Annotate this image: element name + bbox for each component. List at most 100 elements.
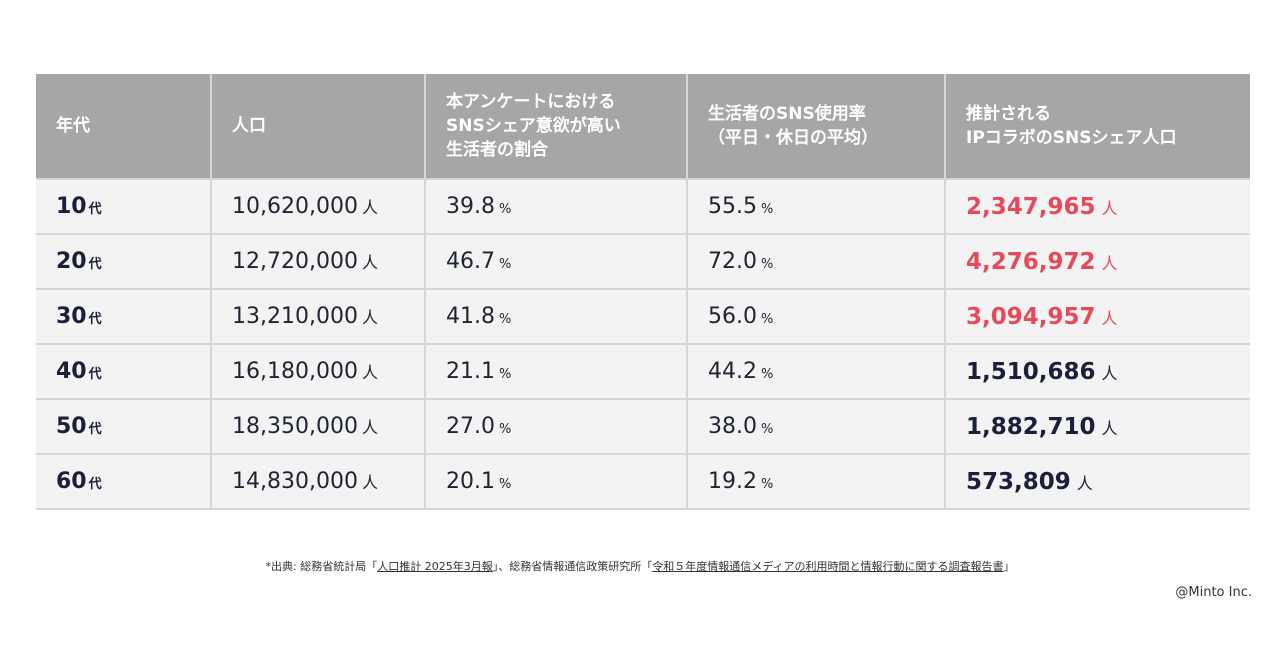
cell-sns-rate: 72.0% — [687, 234, 946, 290]
cell-estimate: 573,809 人 — [945, 454, 1250, 510]
share-rate-value: 27.0 — [446, 414, 495, 439]
sns-rate-value: 44.2 — [708, 359, 757, 384]
cell-age: 10 代 — [36, 179, 212, 235]
population-value: 12,720,000 — [232, 249, 358, 274]
share-rate-unit: % — [498, 257, 512, 272]
cell-share-rate: 46.7% — [425, 234, 688, 290]
source-link-media-survey[interactable]: 令和５年度情報通信メディアの利用時間と情報行動に関する調査報告書 — [652, 560, 1004, 573]
sns-rate-unit: % — [760, 477, 774, 492]
share-rate-unit: % — [498, 367, 512, 382]
data-table-container: 年代 人口 本アンケートにおける SNSシェア意欲が高い 生活者の割合 生活者の… — [36, 74, 1250, 510]
estimate-value: 1,882,710 — [966, 413, 1096, 440]
cell-population: 18,350,000 人 — [211, 399, 426, 455]
population-unit: 人 — [361, 308, 378, 327]
cell-age: 60 代 — [36, 454, 212, 510]
cell-population: 12,720,000 人 — [211, 234, 426, 290]
age-value: 30 — [56, 304, 87, 329]
table-row: 10 代 10,620,000 人 39.8% 55.5% 2,347,965 人 — [36, 179, 1250, 235]
population-value: 13,210,000 — [232, 304, 358, 329]
sns-rate-value: 55.5 — [708, 194, 757, 219]
share-rate-unit: % — [498, 202, 512, 217]
age-unit: 代 — [88, 257, 102, 272]
population-value: 14,830,000 — [232, 469, 358, 494]
estimate-value: 573,809 — [966, 468, 1071, 495]
source-middle: 」、総務省情報通信政策研究所「 — [492, 560, 653, 573]
age-value: 40 — [56, 359, 87, 384]
cell-estimate: 3,094,957 人 — [945, 289, 1250, 345]
cell-age: 50 代 — [36, 399, 212, 455]
share-rate-value: 41.8 — [446, 304, 495, 329]
table-row: 40 代 16,180,000 人 21.1% 44.2% 1,510,686 人 — [36, 344, 1250, 400]
cell-estimate: 4,276,972 人 — [945, 234, 1250, 290]
sns-rate-unit: % — [760, 312, 774, 327]
estimate-value: 3,094,957 — [966, 303, 1096, 330]
cell-estimate: 1,510,686 人 — [945, 344, 1250, 400]
age-value: 10 — [56, 194, 87, 219]
cell-age: 30 代 — [36, 289, 212, 345]
age-unit: 代 — [88, 312, 102, 327]
estimate-value: 1,510,686 — [966, 358, 1096, 385]
population-value: 16,180,000 — [232, 359, 358, 384]
cell-population: 16,180,000 人 — [211, 344, 426, 400]
age-unit: 代 — [88, 422, 102, 437]
population-unit: 人 — [361, 198, 378, 217]
sns-rate-unit: % — [760, 422, 774, 437]
sns-rate-value: 72.0 — [708, 249, 757, 274]
cell-share-rate: 21.1% — [425, 344, 688, 400]
cell-sns-rate: 56.0% — [687, 289, 946, 345]
table-row: 30 代 13,210,000 人 41.8% 56.0% 3,094,957 人 — [36, 289, 1250, 345]
population-unit: 人 — [361, 363, 378, 382]
estimate-unit: 人 — [1076, 473, 1093, 493]
population-unit: 人 — [361, 473, 378, 492]
cell-sns-rate: 38.0% — [687, 399, 946, 455]
cell-age: 20 代 — [36, 234, 212, 290]
source-note: *出典: 総務省統計局「人口推計 2025年3月報」、総務省情報通信政策研究所「… — [0, 558, 1280, 574]
cell-sns-rate: 19.2% — [687, 454, 946, 510]
header-population: 人口 — [211, 74, 426, 180]
cell-sns-rate: 55.5% — [687, 179, 946, 235]
share-rate-value: 46.7 — [446, 249, 495, 274]
cell-population: 10,620,000 人 — [211, 179, 426, 235]
share-rate-unit: % — [498, 422, 512, 437]
estimate-unit: 人 — [1101, 198, 1118, 218]
cell-share-rate: 27.0% — [425, 399, 688, 455]
sns-rate-unit: % — [760, 202, 774, 217]
population-unit: 人 — [361, 418, 378, 437]
cell-population: 13,210,000 人 — [211, 289, 426, 345]
sns-rate-unit: % — [760, 257, 774, 272]
share-rate-unit: % — [498, 312, 512, 327]
estimate-unit: 人 — [1101, 308, 1118, 328]
header-age: 年代 — [36, 74, 212, 180]
table-row: 50 代 18,350,000 人 27.0% 38.0% 1,882,710 人 — [36, 399, 1250, 455]
share-rate-value: 21.1 — [446, 359, 495, 384]
population-value: 18,350,000 — [232, 414, 358, 439]
table-header-row: 年代 人口 本アンケートにおける SNSシェア意欲が高い 生活者の割合 生活者の… — [36, 74, 1250, 180]
company-credit: @Minto Inc. — [1175, 585, 1252, 600]
sns-rate-value: 19.2 — [708, 469, 757, 494]
age-value: 50 — [56, 414, 87, 439]
cell-share-rate: 20.1% — [425, 454, 688, 510]
age-unit: 代 — [88, 202, 102, 217]
sns-rate-value: 56.0 — [708, 304, 757, 329]
estimate-unit: 人 — [1101, 253, 1118, 273]
cell-share-rate: 39.8% — [425, 179, 688, 235]
age-value: 60 — [56, 469, 87, 494]
source-suffix: 」 — [1003, 560, 1015, 573]
sns-rate-value: 38.0 — [708, 414, 757, 439]
sns-rate-unit: % — [760, 367, 774, 382]
cell-sns-rate: 44.2% — [687, 344, 946, 400]
cell-estimate: 2,347,965 人 — [945, 179, 1250, 235]
share-rate-value: 39.8 — [446, 194, 495, 219]
source-link-population-estimate[interactable]: 人口推計 2025年3月報 — [377, 560, 493, 573]
cell-age: 40 代 — [36, 344, 212, 400]
population-value: 10,620,000 — [232, 194, 358, 219]
cell-estimate: 1,882,710 人 — [945, 399, 1250, 455]
cell-share-rate: 41.8% — [425, 289, 688, 345]
population-unit: 人 — [361, 253, 378, 272]
table-row: 20 代 12,720,000 人 46.7% 72.0% 4,276,972 人 — [36, 234, 1250, 290]
estimate-unit: 人 — [1101, 418, 1118, 438]
share-rate-unit: % — [498, 477, 512, 492]
header-estimate: 推計される IPコラボのSNSシェア人口 — [945, 74, 1250, 180]
estimate-unit: 人 — [1101, 363, 1118, 383]
estimate-value: 2,347,965 — [966, 193, 1096, 220]
